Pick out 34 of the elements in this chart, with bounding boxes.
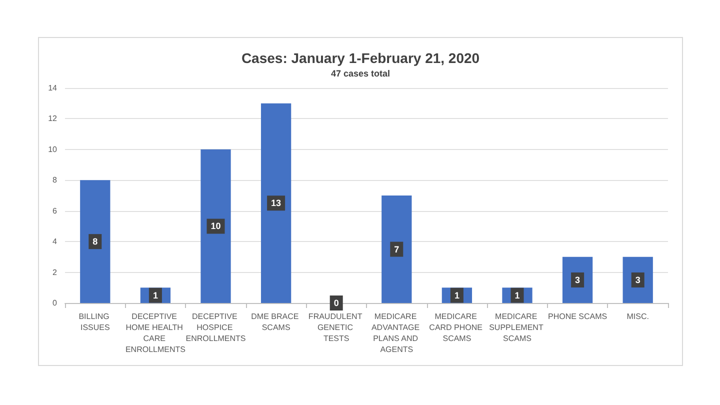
bar	[200, 149, 231, 303]
x-tick-label: DECEPTIVE HOSPICE ENROLLMENTS	[186, 312, 246, 343]
y-tick-label: 2	[52, 268, 58, 277]
data-label: 0	[334, 298, 339, 308]
y-tick-label: 12	[48, 114, 58, 124]
data-label: 3	[635, 274, 640, 285]
data-label: 1	[514, 290, 520, 300]
bar	[382, 196, 412, 303]
data-label: 10	[210, 221, 221, 232]
x-tick-label: MEDICARE SUPPLEMENT SCAMS	[489, 312, 546, 343]
x-tick-label: FRAUDULENT GENETIC TESTS	[308, 312, 364, 343]
data-label: 3	[575, 274, 580, 285]
chart-title: Cases: January 1-February 21, 2020	[241, 50, 480, 66]
x-tick-label: BILLING ISSUES	[78, 312, 112, 332]
x-tick-label: MISC.	[626, 312, 649, 321]
bar	[260, 103, 292, 303]
y-tick-label: 0	[52, 298, 58, 308]
bar	[80, 180, 110, 303]
x-tick-label: MEDICARE ADVANTAGE PLANS AND AGENTS	[371, 312, 422, 354]
x-tick-label: PHONE SCAMS	[548, 312, 608, 321]
chart-subtitle: 47 cases total	[330, 68, 390, 78]
x-tick-label: MEDICARE CARD PHONE SCAMS	[429, 312, 485, 343]
y-tick-label: 8	[52, 176, 58, 185]
data-label: 13	[271, 198, 282, 208]
x-tick-label: DME BRACE SCAMS	[251, 312, 301, 332]
x-tick-label: DECEPTIVE HOME HEALTH CARE ENROLLMENTS	[125, 312, 186, 354]
y-tick-label: 14	[48, 84, 58, 92]
data-label: 1	[454, 290, 460, 300]
data-label: 7	[394, 244, 400, 254]
data-label: 1	[152, 290, 158, 300]
y-tick-label: 10	[48, 144, 58, 154]
y-tick-label: 6	[52, 206, 58, 216]
y-tick-label: 4	[52, 237, 58, 246]
data-label: 8	[92, 236, 98, 247]
